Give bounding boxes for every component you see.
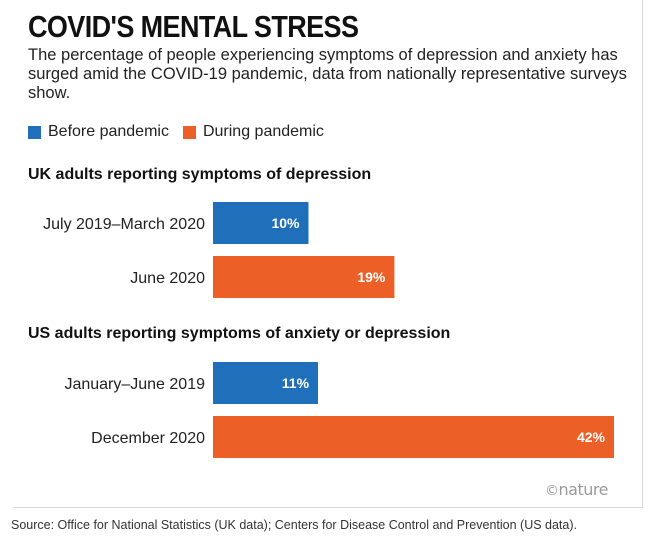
source-note: Source: Office for National Statistics (… — [11, 518, 577, 532]
legend-item-before: Before pandemic — [28, 123, 169, 141]
bar-p0-b0 — [213, 202, 309, 244]
value-label-p0-b0: 10% — [271, 215, 300, 231]
bar-p1-b0 — [213, 362, 319, 404]
legend-label-before: Before pandemic — [48, 123, 169, 140]
logo-name: nature — [558, 480, 609, 499]
bar-p0-b1 — [213, 256, 395, 298]
value-label-p1-b0: 11% — [282, 375, 310, 391]
value-label-p0-b1: 19% — [357, 269, 386, 285]
legend-swatch-during — [182, 125, 196, 139]
chart-subtitle: The percentage of people experiencing sy… — [28, 46, 627, 102]
panel-title-us: US adults reporting symptoms of anxiety … — [28, 325, 451, 342]
legend-swatch-before — [28, 125, 41, 139]
legend-label-during: During pandemic — [202, 123, 324, 140]
value-label-p1-b1: 42% — [577, 429, 606, 445]
category-label-p0-b1: June 2020 — [130, 270, 205, 287]
category-label-p1-b1: December 2020 — [91, 430, 205, 447]
category-label-p0-b0: July 2019–March 2020 — [43, 216, 205, 233]
panel-title-uk: UK adults reporting symptoms of depressi… — [28, 166, 372, 183]
nature-logo: ©nature — [545, 480, 608, 499]
chart-card — [13, 0, 643, 508]
logo-symbol: © — [545, 483, 559, 499]
bar-p1-b1 — [213, 416, 614, 458]
legend: Before pandemic During pandemic — [28, 122, 338, 142]
legend-item-during: During pandemic — [182, 123, 324, 141]
category-label-p1-b0: January–June 2019 — [64, 376, 205, 393]
chart-title: COVID'S MENTAL STRESS — [28, 10, 359, 44]
